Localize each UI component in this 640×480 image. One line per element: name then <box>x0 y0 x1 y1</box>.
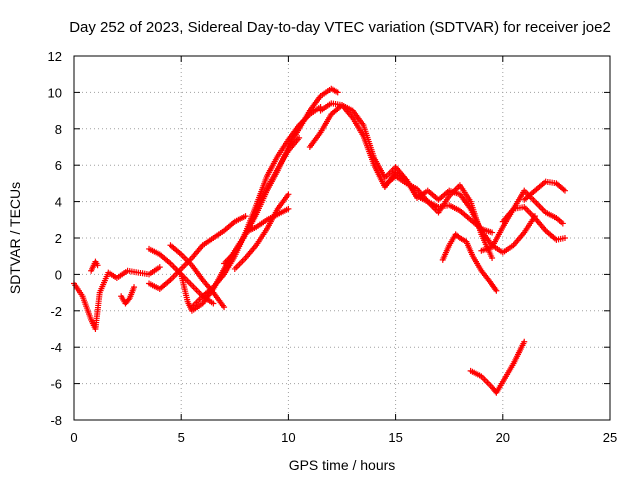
y-axis-label: SDTVAR / TECUs <box>7 182 23 294</box>
series-track-16 <box>478 187 566 254</box>
y-tick-label: -2 <box>50 304 62 319</box>
y-tick-label: 4 <box>55 195 62 210</box>
y-tick-label: -6 <box>50 377 62 392</box>
x-tick-label: 5 <box>178 430 185 445</box>
x-tick-label: 25 <box>603 430 617 445</box>
data-point <box>489 229 496 236</box>
chart-title: Day 252 of 2023, Sidereal Day-to-day VTE… <box>69 19 611 36</box>
plot-frame <box>73 55 611 421</box>
x-tick-labels: 0 5 10 15 20 25 <box>70 430 617 445</box>
y-tick-labels: -8 -6 -4 -2 0 2 4 6 8 10 12 <box>48 49 62 428</box>
data-point <box>493 287 500 294</box>
data-point <box>561 235 568 241</box>
y-tick-label: -4 <box>50 340 62 355</box>
data-point <box>131 284 138 291</box>
data-point <box>242 213 249 220</box>
series-track-3 <box>118 284 138 307</box>
x-tick-label: 15 <box>388 430 402 445</box>
data-point <box>285 191 292 198</box>
series-track-18 <box>521 178 568 203</box>
y-tick-label: 2 <box>55 231 62 246</box>
data-point <box>210 300 217 307</box>
series-track-1 <box>71 264 163 332</box>
data-point <box>296 134 303 141</box>
series-track-14 <box>381 173 496 262</box>
series-track-17 <box>499 204 568 243</box>
x-tick-label: 10 <box>281 430 295 445</box>
x-axis-label: GPS time / hours <box>289 457 396 473</box>
series-track-19 <box>467 338 528 396</box>
data-point <box>221 304 228 311</box>
data-point <box>125 296 132 303</box>
series-track-11 <box>242 205 292 236</box>
grid <box>74 56 610 420</box>
y-tick-label: -8 <box>50 413 62 428</box>
x-tick-label: 0 <box>70 430 77 445</box>
data-point <box>285 205 292 212</box>
y-tick-label: 8 <box>55 122 62 137</box>
data-point <box>521 338 528 345</box>
data-point <box>334 89 341 96</box>
data-point <box>561 187 568 194</box>
y-tick-label: 0 <box>55 267 62 282</box>
series-track-12 <box>317 100 496 236</box>
data-point <box>559 220 566 227</box>
series-track-2 <box>88 258 101 274</box>
data-point <box>489 255 496 262</box>
data-points <box>71 85 568 396</box>
y-tick-label: 12 <box>48 49 62 64</box>
series-track-15 <box>439 231 500 294</box>
data-point <box>94 262 101 269</box>
x-tick-label: 20 <box>496 430 510 445</box>
data-point <box>156 264 163 271</box>
y-tick-label: 6 <box>55 158 62 173</box>
y-tick-label: 10 <box>48 85 62 100</box>
series-track-9 <box>221 134 303 267</box>
